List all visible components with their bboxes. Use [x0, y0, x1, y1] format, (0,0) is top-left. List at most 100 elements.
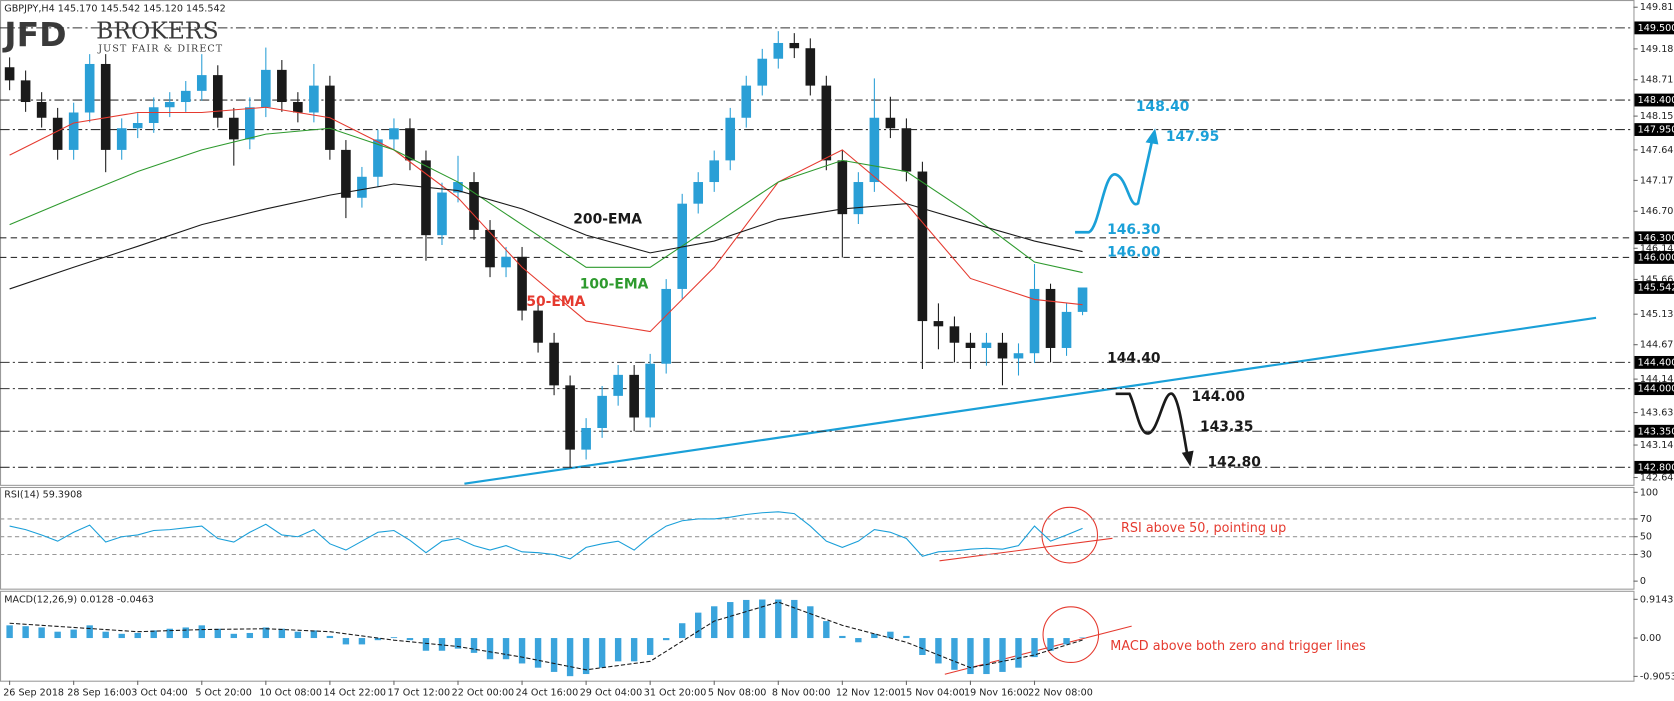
candle-body	[501, 256, 511, 268]
x-tick-label: 8 Nov 00:00	[772, 687, 831, 698]
macd-bar	[678, 623, 686, 639]
level-label: 143.350	[1638, 426, 1674, 437]
y-tick-label: -0.9053	[1640, 671, 1674, 682]
candle-body	[261, 69, 271, 108]
candle-body	[1029, 288, 1040, 354]
macd-bar	[150, 630, 157, 639]
macd-bar	[871, 633, 878, 639]
y-tick-label: 0	[1640, 576, 1646, 587]
level-label: 149.500	[1638, 23, 1674, 34]
level-label: 146.000	[1638, 252, 1674, 263]
macd-bar	[22, 626, 29, 639]
macd-bar	[86, 625, 93, 639]
x-tick-label: 31 Oct 20:00	[644, 687, 707, 698]
candle-body	[853, 182, 864, 215]
candle-body	[837, 160, 848, 215]
candle-body	[645, 363, 655, 418]
macd-bar	[70, 629, 77, 639]
y-tick-label: 146.140	[1640, 243, 1674, 254]
y-tick-label: 146.705	[1640, 206, 1674, 217]
y-tick-label: 148.155	[1640, 111, 1674, 122]
candle-body	[469, 182, 479, 230]
candle-body	[725, 117, 736, 161]
macd-bar	[342, 638, 350, 645]
x-tick-label: 26 Sep 2018	[3, 687, 64, 698]
candle-body	[1077, 287, 1088, 312]
x-tick-label: 14 Oct 22:00	[323, 687, 386, 698]
candle-body	[789, 42, 800, 49]
price-annotation: 144.00	[1191, 389, 1244, 405]
candle-body	[132, 122, 143, 129]
macd-bar	[967, 638, 974, 675]
macd-bar	[6, 625, 13, 639]
candle-body	[309, 85, 319, 113]
macd-bar	[438, 638, 446, 651]
candle-body	[293, 102, 303, 113]
macd-bar	[743, 599, 750, 639]
level-label-box	[1634, 355, 1674, 369]
price-annotation: 143.35	[1200, 419, 1253, 435]
y-tick-label: 0.00	[1640, 633, 1661, 644]
y-tick-label: 143.140	[1640, 440, 1674, 451]
y-tick-label: 50	[1640, 532, 1652, 543]
candle-body	[693, 182, 704, 204]
x-tick-label: 29 Oct 04:00	[580, 687, 643, 698]
candle-body	[421, 160, 431, 236]
macd-bar	[326, 635, 334, 639]
candle-body	[180, 90, 191, 103]
macd-bar	[358, 638, 366, 645]
macd-bar	[198, 625, 205, 639]
symbol-header: GBPJPY,H4 145.170 145.542 145.120 145.54…	[4, 4, 225, 15]
ema-line	[9, 106, 1083, 333]
macd-bar	[759, 599, 766, 639]
indicator-title: RSI(14) 59.3908	[4, 489, 82, 500]
macd-bar	[903, 635, 910, 639]
candle-body	[629, 374, 639, 418]
price-annotation: 147.95	[1166, 129, 1219, 145]
macd-bar	[614, 638, 622, 662]
candle-body	[389, 128, 399, 140]
macd-bar	[646, 638, 654, 655]
macd-bar	[54, 631, 61, 639]
candle-body	[805, 48, 816, 86]
x-tick-label: 19 Nov 16:00	[964, 687, 1029, 698]
x-tick-label: 28 Sep 16:00	[67, 687, 131, 698]
ema-line	[9, 183, 1083, 290]
macd-bar	[662, 638, 670, 641]
y-tick-label: 144.145	[1640, 374, 1674, 385]
candle-body	[485, 229, 495, 268]
macd-bar	[534, 638, 542, 668]
level-label: 144.000	[1638, 384, 1674, 395]
macd-bar	[711, 606, 718, 639]
macd-bar	[983, 638, 990, 675]
candle-body	[981, 342, 992, 348]
y-tick-label: 145.135	[1640, 309, 1674, 320]
macd-bar	[38, 627, 45, 639]
logo-tagline: JUST FAIR & DIRECT	[97, 44, 223, 55]
macd-bar	[919, 638, 926, 655]
candle-body	[68, 112, 79, 150]
macd-bar	[246, 632, 254, 639]
candle-body	[613, 374, 623, 396]
y-tick-label: 70	[1640, 514, 1652, 525]
ema-line	[9, 127, 1083, 274]
macd-bar	[166, 628, 173, 639]
macd-bar	[951, 638, 958, 670]
candle-body	[229, 117, 239, 140]
macd-bar	[630, 638, 638, 662]
y-tick-label: 0.9143	[1640, 594, 1674, 605]
rsi-trend-line	[939, 537, 1113, 562]
bull-scenario-arrow	[1075, 140, 1154, 234]
macd-bar	[1047, 638, 1054, 651]
macd-bar	[598, 638, 606, 668]
price-annotation: 142.80	[1207, 454, 1260, 470]
rsi-annotation: RSI above 50, pointing up	[1121, 521, 1286, 536]
price-annotation: 148.40	[1136, 99, 1189, 115]
macd-bar	[1079, 637, 1086, 639]
ema-label: 50-EMA	[526, 294, 585, 310]
level-label-box	[1634, 123, 1674, 136]
macd-bar	[775, 599, 782, 639]
macd-bar	[134, 632, 141, 639]
macd-bar	[230, 633, 238, 639]
candle-body	[164, 102, 175, 108]
